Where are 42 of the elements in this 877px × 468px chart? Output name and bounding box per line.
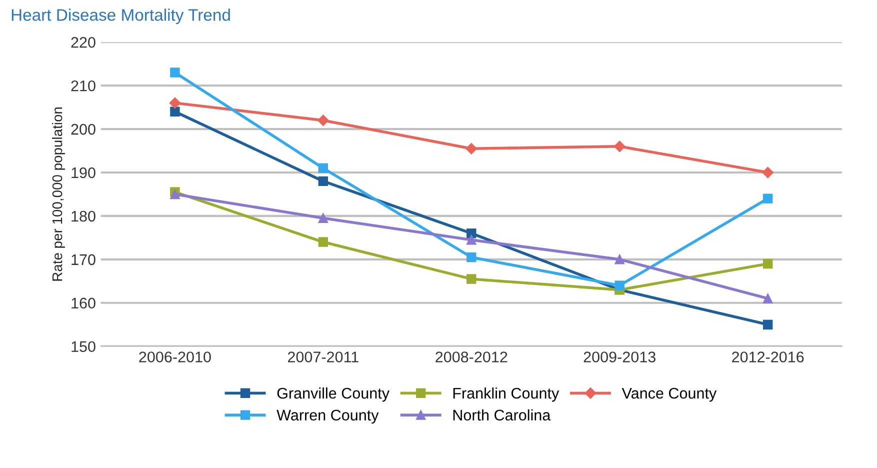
point (170, 189, 180, 200)
x-tick-label: 2007-2011 (288, 352, 358, 362)
y-tick-label: 150 (72, 341, 96, 352)
x-tick-label: 2008-2012 (436, 352, 508, 362)
point (318, 114, 329, 126)
y-tick-label: 190 (72, 167, 96, 178)
point (466, 228, 476, 238)
legend-label: Warren County (276, 410, 379, 424)
chart-title: Heart Disease Mortality Trend (12, 8, 230, 24)
y-tick-label: 200 (71, 124, 96, 135)
legend-label: Granville County (277, 387, 390, 402)
point (762, 258, 773, 269)
legend-label: Vance County (622, 388, 717, 402)
point (466, 252, 476, 262)
point (318, 237, 328, 247)
y-tick-label: 180 (72, 210, 96, 222)
point (318, 163, 328, 174)
point (318, 176, 328, 186)
point (762, 294, 773, 304)
point (762, 194, 773, 204)
point (614, 280, 624, 290)
x-tick-label: 2012-2016 (732, 352, 804, 362)
legend-label: North Carolina (453, 409, 551, 421)
point (466, 142, 477, 154)
y-axis-title: Rate per 100,000 population (52, 107, 65, 281)
point (170, 68, 180, 78)
y-tick-label: 170 (72, 254, 96, 266)
point (614, 140, 626, 152)
y-tick-label: 160 (72, 298, 96, 309)
legend-label: Franklin County (453, 387, 560, 402)
point (762, 166, 774, 178)
point (169, 97, 181, 109)
point (466, 274, 476, 284)
x-tick-label: 2006-2010 (139, 352, 211, 362)
y-tick-label: 210 (71, 80, 96, 92)
point (466, 234, 476, 245)
point (318, 213, 328, 223)
y-tick-label: 220 (71, 36, 96, 48)
point (614, 254, 624, 264)
point (170, 106, 180, 117)
x-tick-label: 2009-2013 (584, 352, 656, 362)
point (762, 320, 773, 330)
